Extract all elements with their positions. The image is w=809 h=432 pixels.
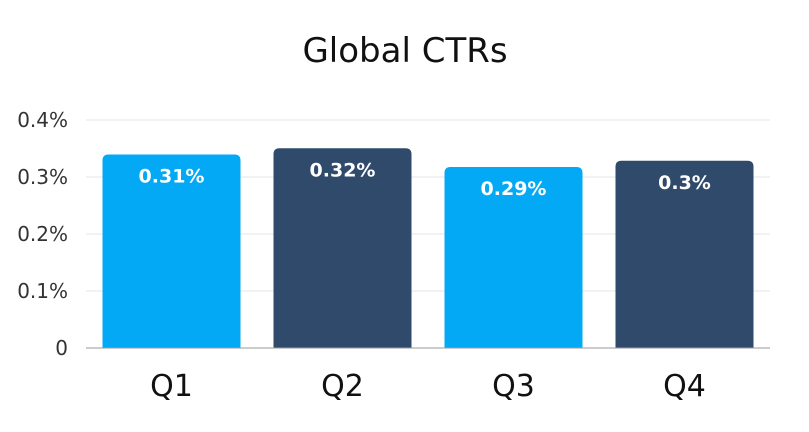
bar-q2: [273, 148, 412, 348]
y-tick-label: 0.3%: [17, 165, 68, 189]
x-tick-label-q4: Q4: [663, 369, 706, 404]
bar-q1: [102, 154, 241, 348]
y-axis-ticks: 0 0.1% 0.2% 0.3% 0.4%: [17, 108, 68, 360]
data-label-q2: 0.32%: [310, 159, 376, 181]
x-axis-ticks: Q1 Q2 Q3 Q4: [150, 369, 706, 404]
y-tick-label: 0.2%: [17, 222, 68, 246]
data-label-q4: 0.3%: [658, 172, 711, 194]
bars: [102, 148, 754, 348]
bar-q3: [444, 166, 583, 348]
x-tick-label-q3: Q3: [492, 369, 535, 404]
data-label-q1: 0.31%: [139, 166, 205, 188]
bar-q4: [615, 160, 754, 348]
x-tick-label-q2: Q2: [321, 369, 364, 404]
y-tick-label: 0.4%: [17, 108, 68, 132]
y-tick-label: 0.1%: [17, 279, 68, 303]
x-tick-label-q1: Q1: [150, 369, 193, 404]
data-label-q3: 0.29%: [481, 178, 547, 200]
data-labels: 0.31% 0.32% 0.29% 0.3%: [139, 159, 711, 200]
chart-title: Global CTRs: [302, 31, 507, 71]
y-tick-label: 0: [55, 336, 68, 360]
